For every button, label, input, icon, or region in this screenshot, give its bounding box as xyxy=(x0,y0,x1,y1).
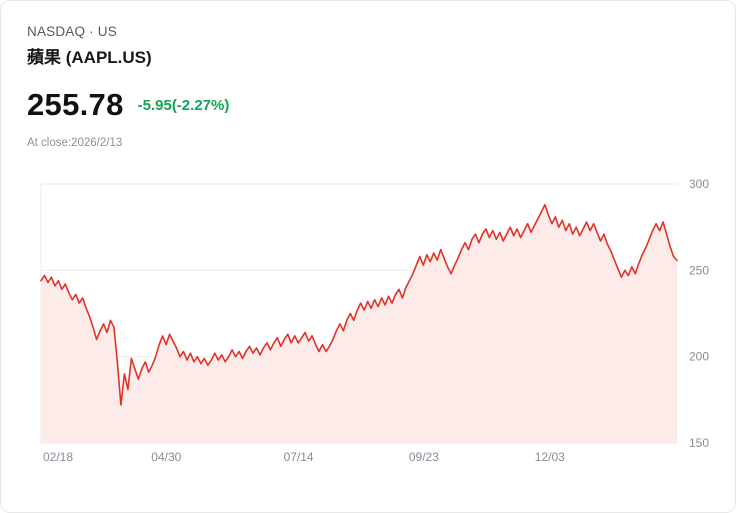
price-change: -5.95(-2.27%) xyxy=(137,96,230,114)
x-axis-label: 12/03 xyxy=(535,450,565,464)
exchange-market-label: NASDAQ · US xyxy=(27,24,117,39)
y-axis-label: 200 xyxy=(689,350,709,364)
y-axis-label: 150 xyxy=(689,436,709,450)
x-axis-label: 02/18 xyxy=(43,450,73,464)
quote-header: NASDAQ · US 蘋果 (AAPL.US) 255.78 -5.95(-2… xyxy=(1,1,735,150)
x-axis-label: 04/30 xyxy=(151,450,181,464)
price-row: 255.78 -5.95(-2.27%) xyxy=(27,87,709,123)
price-line xyxy=(40,203,678,406)
close-time-label: At close:2026/2/13 xyxy=(27,137,123,149)
current-price: 255.78 xyxy=(27,87,124,122)
price-chart[interactable]: 300 250 200 150 02/18 04/30 07/14 09/23 12/03 xyxy=(1,175,735,476)
area-fill xyxy=(41,204,677,443)
stock-name-title: 蘋果 (AAPL.US) xyxy=(27,48,152,67)
x-axis-label: 07/14 xyxy=(284,450,314,464)
x-axis-label: 09/23 xyxy=(409,450,439,464)
price-chart-svg[interactable]: 300 250 200 150 02/18 04/30 07/14 09/23 12/03 xyxy=(25,175,713,471)
y-axis-label: 300 xyxy=(689,177,709,191)
y-axis-label: 250 xyxy=(689,263,709,277)
